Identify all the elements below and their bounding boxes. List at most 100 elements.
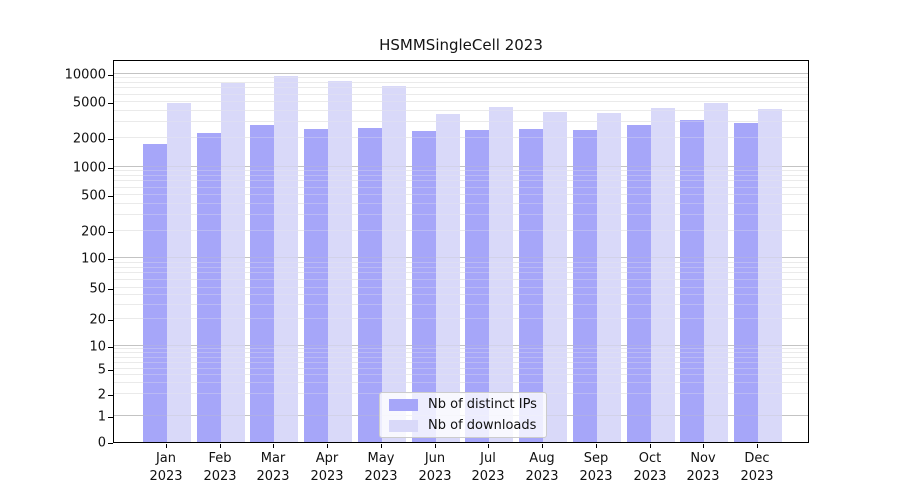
bar-distinct-ips <box>197 133 221 442</box>
y-tick-mark <box>108 232 113 233</box>
gridline <box>114 214 808 215</box>
gridline <box>114 348 808 349</box>
y-tick-mark <box>108 320 113 321</box>
gridline <box>114 73 808 74</box>
gridline <box>114 368 808 369</box>
chart-title: HSMMSingleCell 2023 <box>379 36 543 54</box>
x-tick-mark <box>327 444 328 448</box>
y-tick-label: 0 <box>97 435 106 451</box>
x-tick-mark <box>596 444 597 448</box>
gridline <box>114 94 808 95</box>
x-tick-label: Apr 2023 <box>310 451 344 484</box>
gridline <box>114 287 808 288</box>
gridline <box>114 352 808 353</box>
y-tick-mark <box>108 395 113 396</box>
x-tick-label: Jan 2023 <box>149 451 183 484</box>
legend: Nb of distinct IPs Nb of downloads <box>379 392 547 438</box>
x-tick-label: Feb 2023 <box>203 451 237 484</box>
gridline <box>114 137 808 138</box>
bar-downloads <box>328 81 352 442</box>
bar-distinct-ips <box>412 131 436 442</box>
gridline <box>114 230 808 231</box>
y-tick-mark <box>108 347 113 348</box>
bar-downloads <box>274 76 298 442</box>
bar-distinct-ips <box>519 129 543 442</box>
y-tick-label: 100 <box>81 251 106 267</box>
x-tick-mark <box>703 444 704 448</box>
gridline <box>114 257 808 258</box>
gridline <box>114 318 808 319</box>
y-tick-mark <box>108 103 113 104</box>
legend-label-downloads: Nb of downloads <box>428 418 537 433</box>
legend-item-distinct-ips: Nb of distinct IPs <box>389 397 537 412</box>
y-tick-mark <box>108 370 113 371</box>
x-tick-mark <box>220 444 221 448</box>
gridline <box>114 194 808 195</box>
y-tick-mark <box>108 168 113 169</box>
bar-distinct-ips <box>250 125 274 442</box>
gridline <box>114 180 808 181</box>
gridline <box>114 101 808 102</box>
y-tick-mark <box>108 417 113 418</box>
bar-downloads <box>382 86 406 442</box>
bar-downloads <box>489 107 513 442</box>
y-tick-mark <box>108 139 113 140</box>
x-tick-label: Dec 2023 <box>740 451 774 484</box>
bar-downloads <box>597 113 621 442</box>
gridline <box>114 166 808 167</box>
x-tick-mark <box>381 444 382 448</box>
y-tick-label: 500 <box>81 188 106 204</box>
x-tick-mark <box>435 444 436 448</box>
bar-downloads <box>543 112 567 442</box>
x-tick-mark <box>650 444 651 448</box>
y-tick-label: 1 <box>97 409 106 425</box>
bar-downloads <box>758 109 782 442</box>
y-tick-mark <box>108 289 113 290</box>
bars-layer <box>114 61 808 442</box>
y-tick-mark <box>108 443 113 444</box>
gridline <box>114 262 808 263</box>
y-tick-label: 5000 <box>72 95 106 111</box>
gridline <box>114 382 808 383</box>
x-tick-label: Aug 2023 <box>525 451 559 484</box>
gridline <box>114 110 808 111</box>
gridline-layer <box>114 61 808 442</box>
gridline <box>114 170 808 171</box>
x-tick-label: Jun 2023 <box>418 451 452 484</box>
gridline <box>114 121 808 122</box>
x-tick-mark <box>488 444 489 448</box>
gridline <box>114 82 808 83</box>
bar-distinct-ips <box>143 144 167 442</box>
gridline <box>114 279 808 280</box>
bar-distinct-ips <box>304 129 328 442</box>
y-tick-label: 50 <box>89 281 106 297</box>
gridline <box>114 87 808 88</box>
bar-downloads <box>167 103 191 442</box>
gridline <box>114 203 808 204</box>
bar-downloads <box>704 103 728 442</box>
bar-distinct-ips <box>734 123 758 442</box>
plot-area <box>113 60 809 443</box>
x-tick-label: Oct 2023 <box>633 451 667 484</box>
y-tick-label: 10 <box>89 339 106 355</box>
bar-downloads <box>221 83 245 442</box>
bar-downloads <box>651 108 675 442</box>
x-tick-label: Sep 2023 <box>579 451 613 484</box>
y-tick-label: 200 <box>81 224 106 240</box>
bar-distinct-ips <box>465 130 489 442</box>
y-tick-label: 10000 <box>64 67 106 83</box>
gridline <box>114 175 808 176</box>
bar-distinct-ips <box>573 130 597 442</box>
y-tick-mark <box>108 259 113 260</box>
legend-swatch-distinct-ips <box>389 398 418 411</box>
gridline <box>114 357 808 358</box>
x-tick-label: Jul 2023 <box>471 451 505 484</box>
gridline <box>114 362 808 363</box>
x-tick-mark <box>542 444 543 448</box>
legend-label-distinct-ips: Nb of distinct IPs <box>428 397 537 412</box>
y-tick-mark <box>108 196 113 197</box>
gridline <box>114 267 808 268</box>
x-tick-label: Mar 2023 <box>256 451 290 484</box>
x-tick-label: Nov 2023 <box>686 451 720 484</box>
